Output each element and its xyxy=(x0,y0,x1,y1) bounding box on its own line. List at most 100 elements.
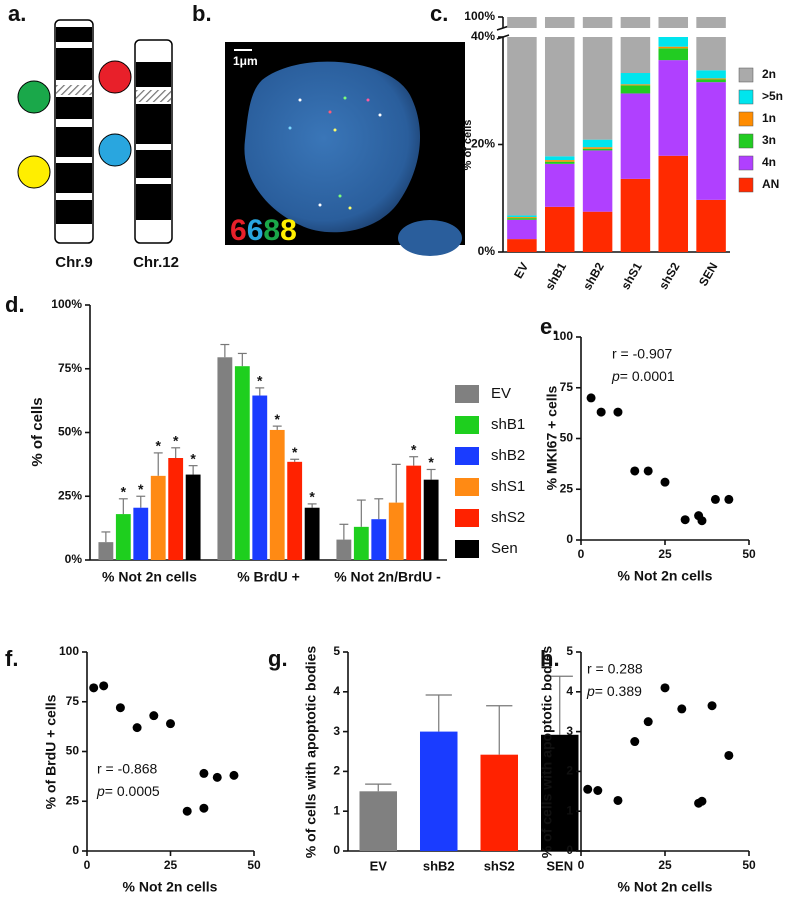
p-value: = 0.0001 xyxy=(620,368,675,384)
point xyxy=(724,494,734,504)
x-tick-label: 0 xyxy=(578,858,585,872)
significance-mark: * xyxy=(292,444,298,460)
segment-part xyxy=(507,37,537,216)
x-tick-label: 25 xyxy=(658,547,672,561)
segment-part xyxy=(696,78,726,80)
x-tick-label: shS1 xyxy=(618,260,645,292)
r-annotation: r = 0.288 xyxy=(587,661,643,677)
x-tick-label: % BrdU + xyxy=(237,569,300,585)
micrograph xyxy=(225,42,465,256)
error-bar xyxy=(272,425,282,430)
point xyxy=(680,515,690,525)
point xyxy=(707,701,717,711)
x-tick-label: EV xyxy=(511,260,531,281)
segment-part xyxy=(544,156,575,161)
segment-part xyxy=(658,46,689,49)
bar xyxy=(336,539,352,560)
bar xyxy=(269,429,285,560)
bar-segment xyxy=(696,199,726,252)
bar xyxy=(185,474,201,560)
x-tick-label: SEN xyxy=(696,260,720,288)
legend-swatch xyxy=(455,385,479,403)
x-tick-label: shS2 xyxy=(484,858,515,873)
probe-digits: 6688 xyxy=(230,214,297,247)
bar xyxy=(287,461,303,560)
bar-segment xyxy=(582,139,613,148)
segment-part xyxy=(696,82,726,200)
legend-label: 4n xyxy=(762,155,776,169)
panel-label: a. xyxy=(8,1,26,26)
legend-swatch xyxy=(455,447,479,465)
y-tick-label: 25 xyxy=(560,481,574,495)
bar-segment xyxy=(544,156,575,161)
y-tick-label: 0 xyxy=(566,532,573,546)
bar-segment xyxy=(696,78,726,80)
y-tick-label: 100% xyxy=(51,297,82,311)
y-tick-label: 0 xyxy=(72,843,79,857)
bar-segment xyxy=(544,160,575,162)
bar-segment xyxy=(544,206,575,252)
digit: 6 xyxy=(230,214,247,247)
y-tick-label: 25 xyxy=(66,793,80,807)
bar xyxy=(406,465,422,560)
point xyxy=(115,703,125,713)
error-bar xyxy=(118,498,128,515)
segment-part xyxy=(544,37,575,157)
y-tick-label: 75 xyxy=(560,380,574,394)
bar-segment xyxy=(696,17,726,71)
y-tick-label: 100% xyxy=(464,9,495,23)
bar-segment xyxy=(620,178,651,252)
x-tick-label: 25 xyxy=(658,858,672,872)
x-axis-label: % Not 2n cells xyxy=(618,879,713,895)
significance-mark: * xyxy=(309,489,315,505)
error-bar xyxy=(188,465,198,475)
panel-label: b. xyxy=(192,1,212,26)
x-tick-label: shB2 xyxy=(580,260,607,293)
chromosome-12 xyxy=(134,39,173,244)
chromosome-label: Chr.9 xyxy=(55,254,93,271)
y-tick-label: 50 xyxy=(66,744,80,758)
axis-break xyxy=(496,25,510,31)
x-tick-label: shS2 xyxy=(656,260,683,292)
segment-part xyxy=(658,60,689,156)
legend-swatch xyxy=(738,133,754,149)
bar-segment xyxy=(544,161,575,164)
y-tick-label: 5 xyxy=(566,644,573,658)
point xyxy=(212,772,222,782)
probe-dot xyxy=(98,60,132,94)
legend-label: shB2 xyxy=(491,447,525,464)
legend-swatch xyxy=(738,155,754,171)
point xyxy=(593,786,603,796)
x-tick-label: shB1 xyxy=(542,260,569,293)
segment-part xyxy=(507,17,537,28)
bar-segment xyxy=(620,93,651,179)
bar xyxy=(150,475,166,560)
bar xyxy=(115,514,131,560)
significance-mark: * xyxy=(190,450,196,466)
segment-part xyxy=(582,147,613,149)
error-bar xyxy=(101,531,111,543)
bar-segment xyxy=(658,155,689,252)
point xyxy=(166,719,175,729)
panel-label: c. xyxy=(430,1,448,26)
x-tick-label: 50 xyxy=(247,858,261,872)
legend-label: 3n xyxy=(762,133,776,147)
scale-bar-label: 1μm xyxy=(233,54,258,68)
segment-part xyxy=(620,178,651,252)
segment-part xyxy=(696,70,726,79)
point xyxy=(630,737,640,747)
y-tick-label: 50 xyxy=(560,431,574,445)
bar-segment xyxy=(582,147,613,149)
bar-segment xyxy=(507,239,537,252)
error-bar xyxy=(171,447,181,458)
point xyxy=(583,784,593,794)
significance-mark: * xyxy=(121,484,127,500)
probe-dot xyxy=(98,133,132,167)
segment-part xyxy=(507,217,537,219)
segment-part xyxy=(507,215,537,218)
segment-part xyxy=(582,17,613,28)
y-tick-label: 0 xyxy=(333,843,340,857)
bar xyxy=(234,366,250,560)
bar-segment xyxy=(582,148,613,151)
